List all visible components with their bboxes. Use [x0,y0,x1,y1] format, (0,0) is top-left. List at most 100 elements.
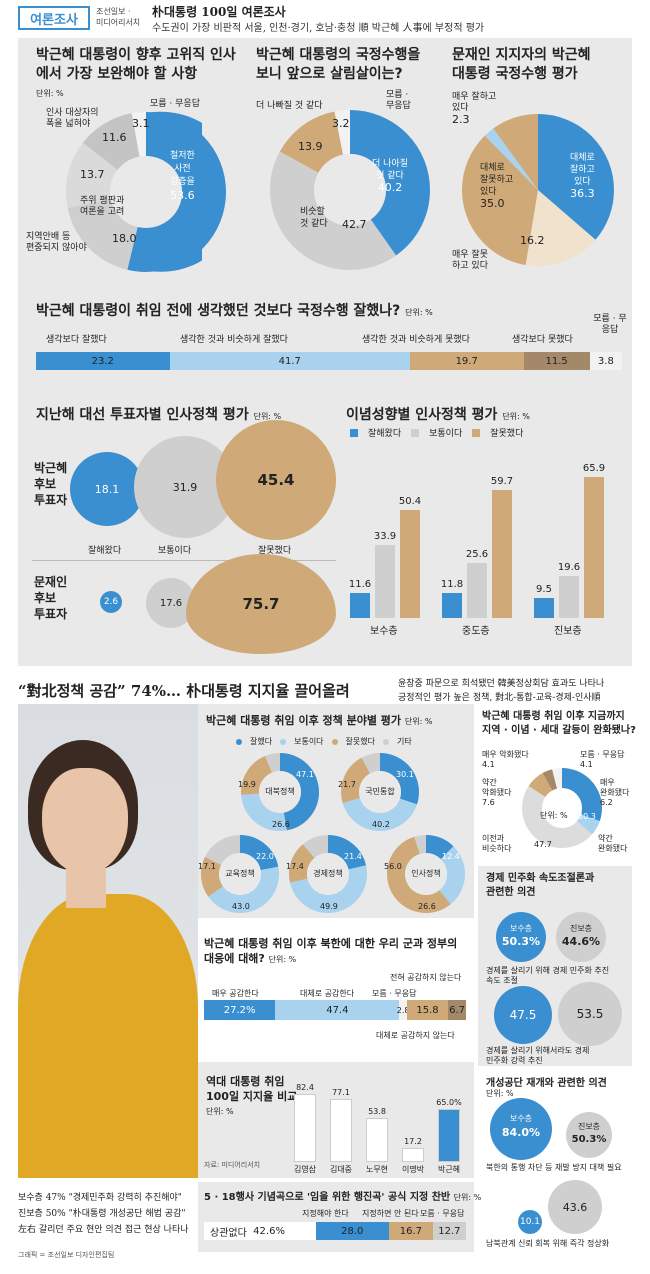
pres-bar [438,1108,460,1162]
policy-donut-value: 40.2 [372,820,390,829]
president-photo [18,704,198,1178]
policy-donut-4 [289,835,367,913]
song-legend-3: 지정하면 안 된다 [362,1209,419,1218]
nk-legend-2: 대체로 공감한다 [300,989,355,998]
bar1-legend-4: 생각보다 못했다 [512,335,573,345]
song-title: 5 · 18행사 기념곡으로 '임을 위한 행진곡' 공식 지정 찬반 단위: … [204,1192,482,1203]
policy-donut-name: 교육정책 [225,869,255,878]
bubble-cat-1: 잘해왔다 [88,546,122,556]
conflict-b: 모름 · 무응답 4.1 [580,750,625,769]
policy-donut-name: 경제정책 [313,869,343,878]
ideo-bar [534,597,554,618]
bar1-seg-2: 41.7 [169,352,410,370]
policy-donut-slice [387,835,465,913]
song-panel [198,1182,474,1252]
policy-donut-name: 국민통합 [365,787,395,796]
policy-donut-name: 대북정책 [265,787,295,796]
bar1-seg-4: 11.5 [523,352,590,370]
pie1-value-s3: 13.7 [80,168,105,181]
ideo-bar-label: 9.5 [536,583,552,595]
policy-donut-slice [341,753,419,831]
policy-donut-slice [201,835,279,913]
pres-bar-label: 77.1 [332,1087,350,1097]
photo-neck [66,868,106,908]
song-stack: 상관없다 42.6% 28.0 16.7 12.7 [204,1222,466,1240]
nk-legend-3: 모름 · 무응답 [372,989,417,998]
ideo-bar-label: 11.6 [348,579,372,591]
pie3-value-s2: 16.2 [520,234,545,247]
header-badge-text: 여론조사 [30,12,78,28]
ideo-bar-label: 19.6 [557,562,581,573]
policy-donut-value: 19.9 [238,780,256,789]
pie3-label-s3: 대체로 잘못하고 있다 35.0 [480,163,514,210]
ideo-bar [350,593,370,618]
nk-seg-5: 6.7 [448,1000,466,1020]
legend-dot [280,738,287,745]
pie1-hole [110,156,182,228]
kaesong-circle-1: 10.1 [518,1210,542,1234]
kaesong-badge-1: 보수층 84.0% [490,1098,552,1160]
song-seg-4: 12.7 [432,1222,466,1240]
pie2-value-s2: 42.7 [342,218,367,231]
policy-donut-5 [387,835,465,913]
ideo-group-label: 중도층 [462,626,490,637]
song-seg-1: 상관없다 42.6% [204,1222,316,1240]
ideo-group-label: 보수층 [370,626,398,637]
pres-chart: 82.4 김영삼 77.1 김대중 53.8 노무현 17.2 이명박 65.0% 박근혜 [294,1070,470,1176]
pie3-label-s1: 대체로 잘하고 있다 36.3 [570,153,595,200]
song-seg-2: 28.0 [315,1222,389,1240]
policy-donut-value: 12.4 [442,852,460,861]
policy-donut-slice [387,835,465,913]
policy-donut-slice [241,753,319,831]
pie1-title: 박근혜 대통령이 향후 고위직 인사 에서 가장 보완해야 할 사항 [36,47,236,82]
ideo-bar [375,545,395,618]
song-legend-4: 모름 · 무응답 [420,1209,465,1218]
kaesong-unit: 단위: % [486,1089,514,1098]
econ-badge-1: 보수층 50.3% [496,912,546,962]
policy-donut-1 [241,753,319,831]
pres-bar [366,1117,388,1162]
pres-bar [330,1098,352,1162]
pie2-value-s3: 13.9 [298,140,323,153]
pres-name: 김대중 [329,1165,353,1174]
policy-donut-value: 43.0 [232,902,250,911]
policy-donuts: 대북정책 47.1 26.6 19.9 국민통합 30.1 40.2 21.7 교육정책 22.0… [198,748,474,918]
pie3-title: 문재인 지지자의 박근혜 대통령 국정수행 평가 [452,47,591,82]
ideo-bar [492,490,512,618]
nk-stack: 27.2% 47.4 2.8 15.8 6.7 [204,1000,466,1020]
ideo-bar-label: 50.4 [398,496,422,507]
legend-swatch [350,428,358,437]
econ-badge-2: 진보층 44.6% [556,912,606,962]
ideo-legend: 잘해왔다 보통이다 잘못했다 [350,426,523,439]
bubble-row2-label: 문재인 후보 투표자 [34,575,68,621]
policy-donut-value: 26.6 [418,902,436,911]
headline2-sub2: 긍정적인 평가 높은 정책, 對北-통합-교육-경제-인사順 [398,693,601,703]
bar1-title: 박근혜 대통령이 취임 전에 생각했던 것보다 국정수행 잘했나? 단위: % [36,303,433,319]
pie1-value-s4: 11.6 [102,131,127,144]
pres-bar-label: 17.2 [404,1136,422,1146]
legend-dot [331,738,338,745]
legend-swatch [411,428,420,437]
policy-title: 박근혜 대통령 취임 이후 정책 분야별 평가 단위: % [206,714,433,727]
headline2-sub1: 윤창중 파문으로 희석됐던 韓美정상회담 효과도 나타나 [398,679,605,689]
pie1-label-s5: 모름 · 무응답 [150,99,200,109]
conflict-f-value: 30.3 [578,812,596,821]
pres-bar-label: 65.0% [436,1097,462,1107]
bar1-seg-3: 19.7 [409,352,524,370]
pie2-value-s4: 3.2 [332,117,350,130]
bar1-seg-1: 23.2 [36,352,170,370]
bar1-legend-3: 생각한 것과 비슷하게 못했다 [362,335,470,345]
footer-lines: 보수층 47% "경제민주화 강력히 추진해야" 진보층 50% "朴대통령 개… [18,1193,189,1235]
nk-seg-4: 15.8 [406,1000,449,1020]
econ-circle-1: 47.5 [494,986,552,1044]
nk-panel [198,928,474,1054]
nk-legend-5: 대체로 공감하지 않는다 [376,1031,455,1040]
policy-donut-name: 인사정책 [411,869,441,878]
legend-dot [383,738,389,745]
ideo-bar [442,592,462,618]
policy-donut-slice [341,753,419,831]
pie2-label-s4: 모름 · 무응답 [386,90,411,111]
policy-donut-value: 26.6 [272,820,290,829]
kaesong-badge-2: 진보층 50.3% [566,1112,612,1158]
bar1-seg-5: 3.8 [589,352,622,370]
